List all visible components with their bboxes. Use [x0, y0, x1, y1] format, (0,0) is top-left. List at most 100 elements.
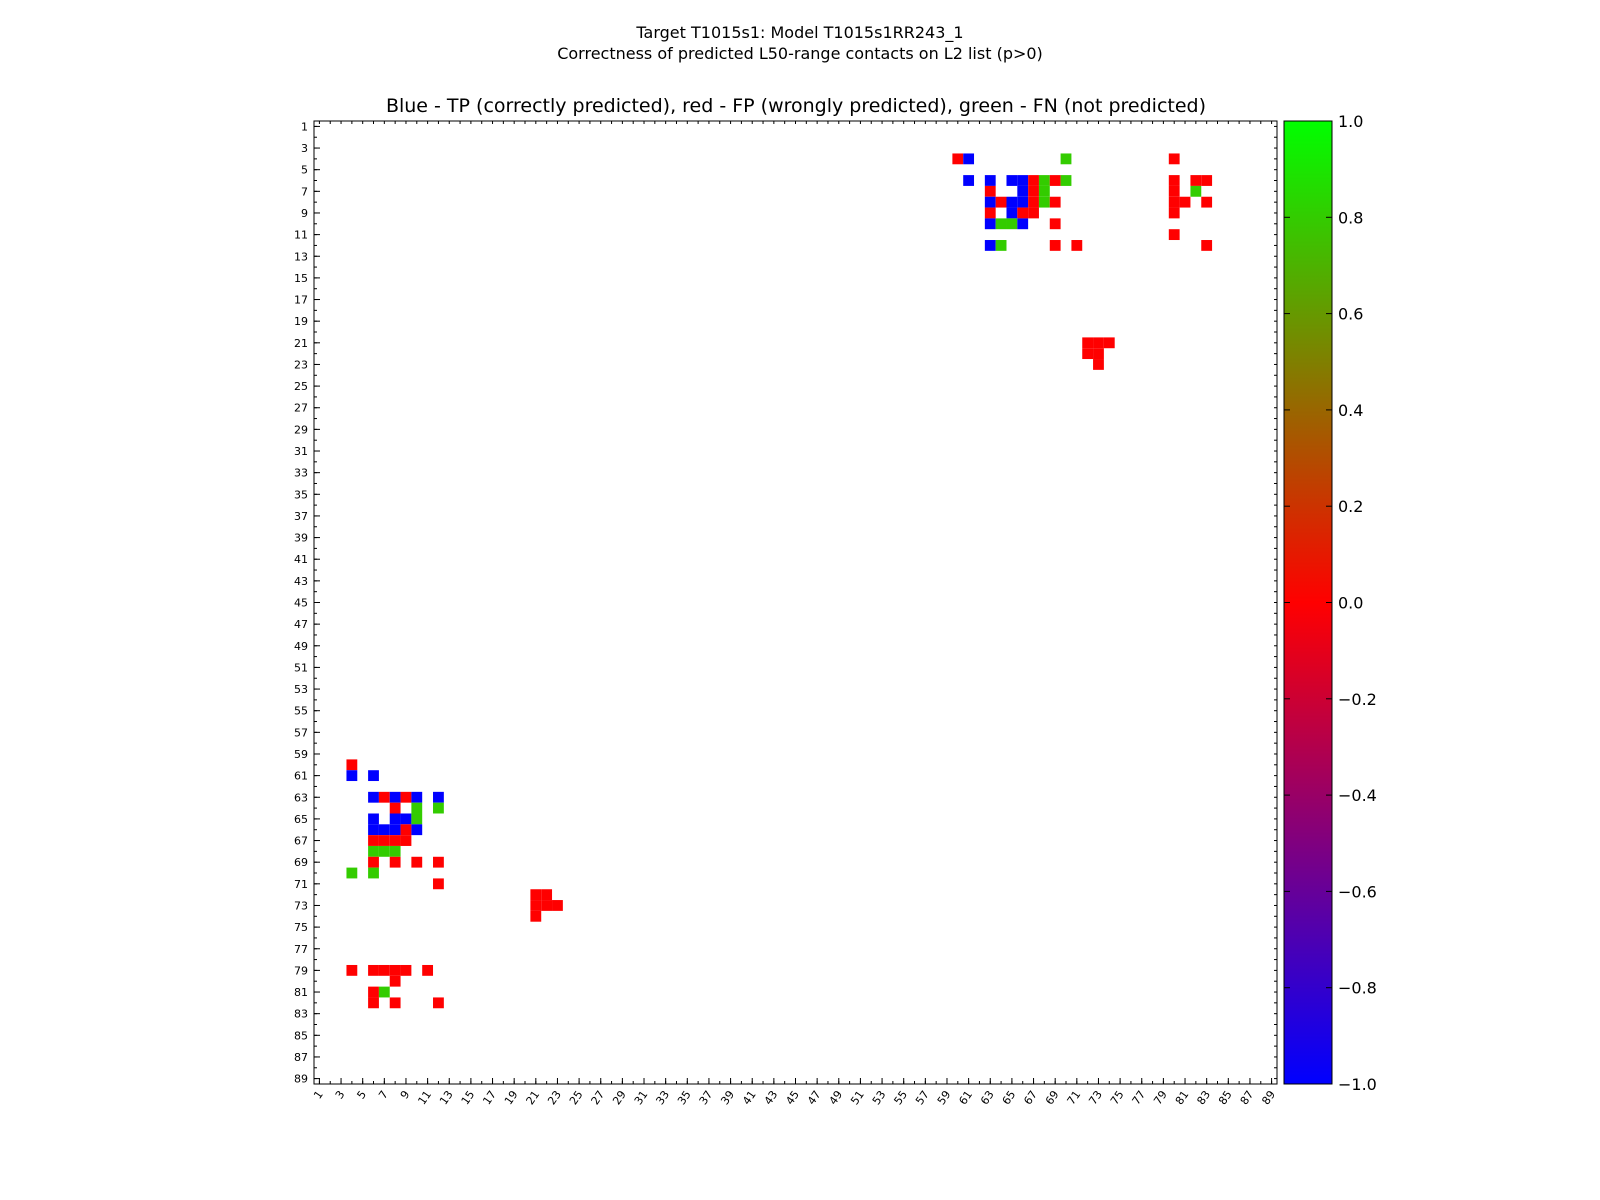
y-tick-label: 35 — [294, 488, 308, 501]
cell-tp-63-10 — [984, 218, 996, 230]
cell-fp-22-72 — [541, 889, 553, 901]
y-tick-label: 29 — [294, 423, 308, 436]
chart-subtitle: Blue - TP (correctly predicted), red - F… — [386, 95, 1206, 117]
cell-fp-69-10 — [1049, 218, 1061, 230]
cell-fp-83-6 — [1201, 175, 1213, 186]
cell-fp-83-8 — [1201, 196, 1213, 208]
x-tick-label: 81 — [1173, 1088, 1192, 1107]
x-tick-label: 13 — [437, 1088, 456, 1107]
y-tick-label: 19 — [294, 315, 308, 328]
cell-fp-9-79 — [400, 964, 412, 976]
cell-fn-82-7 — [1190, 185, 1202, 197]
x-tick-label: 33 — [653, 1088, 672, 1107]
cell-fn-68-6 — [1038, 175, 1050, 186]
x-tick-label: 23 — [545, 1088, 564, 1107]
cell-fp-8-67 — [389, 835, 401, 846]
x-tick-label: 3 — [333, 1088, 348, 1101]
cell-fp-8-79 — [389, 964, 401, 976]
cell-fp-67-9 — [1028, 207, 1039, 219]
y-tick-label: 83 — [294, 1008, 308, 1021]
x-tick-label: 57 — [913, 1088, 932, 1107]
cell-fn-12-64 — [433, 802, 444, 814]
cell-fp-9-67 — [400, 835, 412, 846]
cell-fn-68-7 — [1038, 185, 1050, 197]
colorbar-tick-label: 0.2 — [1338, 497, 1363, 516]
cell-fp-69-8 — [1049, 196, 1061, 208]
y-tick-label: 15 — [294, 272, 308, 285]
cell-fp-80-6 — [1168, 175, 1180, 186]
cell-tp-8-66 — [389, 824, 401, 836]
chart-title-line2: Correctness of predicted L50-range conta… — [557, 44, 1043, 63]
cell-fp-8-82 — [389, 997, 401, 1009]
cell-tp-66-8 — [1017, 196, 1029, 208]
y-tick-label: 75 — [294, 921, 308, 934]
x-tick-label: 1 — [311, 1088, 326, 1101]
x-tick-label: 69 — [1043, 1088, 1062, 1107]
cell-fp-64-8 — [995, 196, 1007, 208]
y-tick-label: 63 — [294, 791, 308, 804]
cell-fp-21-72 — [530, 889, 542, 901]
x-tick-label: 15 — [459, 1088, 478, 1107]
y-tick-label: 9 — [301, 207, 308, 220]
colorbar-tick-label: 0.8 — [1338, 208, 1363, 227]
cell-fp-4-79 — [346, 964, 358, 976]
cell-fp-22-73 — [541, 900, 553, 911]
x-tick-label: 55 — [891, 1088, 910, 1107]
x-tick-label: 53 — [870, 1088, 889, 1107]
cell-fp-21-73 — [530, 900, 542, 911]
cell-tp-6-61 — [368, 770, 379, 782]
cell-fn-4-70 — [346, 867, 358, 879]
cell-fp-71-12 — [1071, 240, 1083, 251]
y-tick-label: 51 — [294, 661, 308, 674]
cell-fp-69-6 — [1049, 175, 1061, 186]
cell-tp-8-63 — [389, 791, 401, 803]
cell-fp-21-74 — [530, 910, 542, 922]
cell-fp-67-7 — [1028, 185, 1039, 197]
y-tick-label: 23 — [294, 358, 308, 371]
cell-tp-63-12 — [984, 240, 996, 251]
cell-fp-81-8 — [1179, 196, 1191, 208]
cell-fp-80-4 — [1168, 153, 1180, 165]
cell-fp-11-79 — [422, 964, 434, 976]
cell-fn-64-12 — [995, 240, 1007, 251]
cell-fp-66-9 — [1017, 207, 1029, 219]
y-tick-label: 81 — [294, 986, 308, 999]
cell-fp-63-7 — [984, 185, 996, 197]
y-tick-label: 67 — [294, 835, 308, 848]
y-tick-label: 11 — [294, 229, 308, 242]
colorbar-tick-label: −0.2 — [1338, 690, 1377, 709]
cell-fp-6-81 — [368, 986, 379, 998]
cell-tp-63-6 — [984, 175, 996, 186]
x-tick-label: 83 — [1194, 1088, 1213, 1107]
y-tick-label: 77 — [294, 943, 308, 956]
cell-fp-7-63 — [378, 791, 390, 803]
x-tick-label: 51 — [848, 1088, 867, 1107]
x-tick-label: 87 — [1238, 1088, 1257, 1107]
cell-tp-61-6 — [963, 175, 975, 186]
cell-fn-68-8 — [1038, 196, 1050, 208]
cell-fp-8-64 — [389, 802, 401, 814]
cell-tp-8-65 — [389, 813, 401, 825]
x-tick-label: 49 — [827, 1088, 846, 1107]
cell-fn-70-6 — [1060, 175, 1072, 186]
cell-fn-64-10 — [995, 218, 1007, 230]
cell-tp-10-66 — [411, 824, 423, 836]
cell-fp-67-8 — [1028, 196, 1039, 208]
y-tick-label: 5 — [301, 164, 308, 177]
y-tick-label: 73 — [294, 899, 308, 912]
x-tick-label: 79 — [1151, 1088, 1170, 1107]
x-tick-label: 5 — [354, 1088, 369, 1101]
x-tick-label: 77 — [1130, 1088, 1149, 1107]
y-tick-label: 39 — [294, 532, 308, 545]
cell-fp-72-22 — [1082, 348, 1094, 360]
y-tick-label: 49 — [294, 640, 308, 653]
cell-fp-9-66 — [400, 824, 412, 836]
cell-fn-70-4 — [1060, 153, 1072, 165]
y-tick-label: 87 — [294, 1051, 308, 1064]
cell-tp-7-66 — [378, 824, 390, 836]
cell-fp-10-69 — [411, 856, 423, 868]
cell-fp-80-11 — [1168, 229, 1180, 241]
cell-fp-80-9 — [1168, 207, 1180, 219]
x-tick-label: 19 — [502, 1088, 521, 1107]
y-tick-label: 53 — [294, 683, 308, 696]
